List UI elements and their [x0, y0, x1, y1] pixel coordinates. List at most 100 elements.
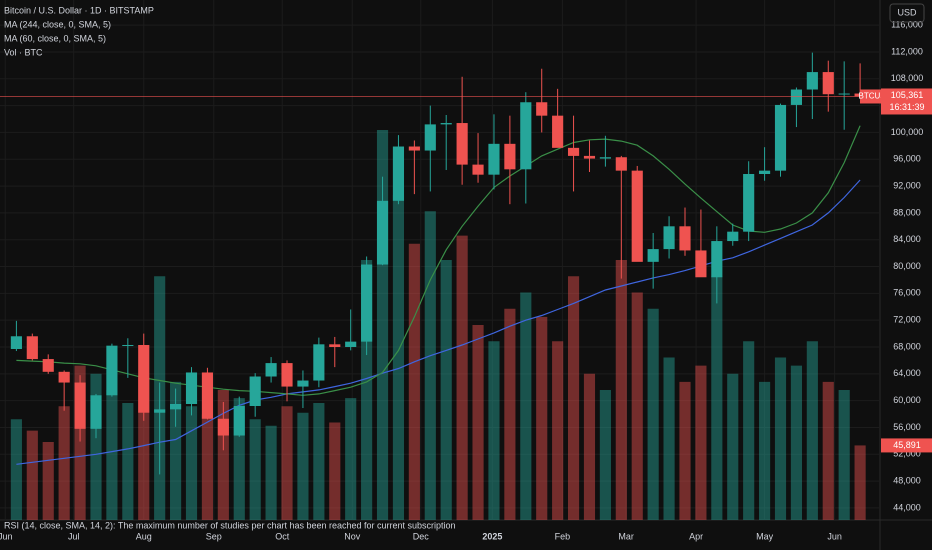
candle-body	[695, 250, 707, 278]
volume-bar	[520, 292, 532, 520]
volume-bar	[201, 414, 213, 520]
y-tick-label: 92,000	[893, 180, 921, 190]
y-tick-label: 116,000	[891, 20, 923, 30]
y-tick-label: 80,000	[893, 261, 921, 271]
volume-bar	[265, 425, 277, 520]
candle-body	[26, 336, 38, 360]
volume-tag-text: 45,891	[893, 440, 921, 450]
candle-body	[838, 93, 850, 95]
volume-bar	[663, 357, 675, 520]
x-tick-label: Oct	[275, 531, 290, 541]
y-tick-label: 48,000	[893, 475, 921, 485]
candle-body	[774, 104, 787, 171]
candle-body	[472, 164, 484, 175]
candle-body	[424, 124, 436, 151]
y-tick-label: 88,000	[893, 207, 921, 217]
volume-bar	[392, 195, 405, 520]
volume-bar	[472, 325, 484, 520]
volume-bar	[138, 377, 150, 520]
candle-body	[233, 406, 245, 436]
candles	[10, 52, 866, 475]
candle-body	[631, 170, 643, 262]
y-tick-label: 100,000	[891, 127, 924, 137]
volume-bar	[10, 419, 22, 520]
x-tick-label: Jul	[68, 531, 80, 541]
volume-bar	[822, 381, 834, 520]
y-tick-label: 108,000	[891, 73, 924, 83]
volume-bar	[838, 390, 850, 520]
candle-body	[106, 345, 118, 396]
volume-bar	[74, 365, 86, 520]
candle-body	[790, 89, 802, 105]
candle-body	[122, 344, 134, 346]
volume-bar	[567, 276, 580, 520]
volume-bar	[631, 292, 643, 520]
x-tick-label: May	[756, 531, 774, 541]
y-tick-label: 96,000	[893, 154, 921, 164]
candle-body	[265, 363, 277, 377]
y-tick-label: 60,000	[893, 395, 921, 405]
candle-body	[806, 72, 818, 90]
y-tick-label: 72,000	[893, 315, 921, 325]
y-tick-label: 84,000	[893, 234, 921, 244]
volume-bar	[854, 445, 866, 520]
candle-body	[42, 359, 54, 372]
volume-bar	[504, 308, 516, 520]
volume-bar	[313, 403, 325, 520]
volume	[10, 130, 866, 520]
candle-body	[679, 226, 691, 251]
volume-bar	[583, 373, 596, 520]
currency[interactable]: USD	[897, 7, 917, 17]
y-tick-label: 112,000	[891, 46, 923, 56]
volume-bar	[297, 412, 309, 520]
symbol-tag-text: BTCUSD	[859, 92, 892, 101]
candle-body	[392, 146, 405, 201]
y-tick-label: 56,000	[893, 422, 921, 432]
x-tick-label: Nov	[344, 531, 361, 541]
volume-bar	[376, 130, 389, 520]
volume-bar	[647, 308, 659, 520]
volume-tag	[881, 438, 932, 453]
volume-bar	[26, 430, 38, 520]
candle-body	[138, 344, 150, 413]
candle-body	[329, 344, 341, 348]
price-tag-text: 105,361	[891, 90, 924, 100]
x-tick-label: Sep	[206, 531, 222, 541]
volume-bar	[185, 406, 198, 520]
candle-body	[822, 72, 834, 95]
volume-bar	[774, 357, 787, 520]
volume-bar	[743, 341, 755, 520]
volume-bar	[727, 373, 739, 520]
currency-button[interactable]	[889, 3, 925, 23]
candle-body	[58, 371, 70, 383]
volume-bar	[361, 260, 373, 520]
candle-body	[281, 363, 293, 387]
price-tag	[881, 88, 932, 115]
x-tick-label: Aug	[136, 531, 152, 541]
x-tick-label: Apr	[689, 531, 703, 541]
volume-bar	[217, 390, 229, 520]
candle-body	[759, 170, 771, 175]
indicator-label: MA (244, close, 0, SMA, 5)	[4, 19, 111, 29]
volume-bar	[456, 235, 468, 520]
candle-body	[313, 344, 325, 381]
x-tick-label: Dec	[413, 531, 430, 541]
volume-bar	[58, 406, 70, 520]
candle-body	[10, 336, 22, 350]
volume-bar	[679, 381, 691, 520]
candle-body	[456, 123, 468, 165]
volume-bar	[408, 243, 420, 520]
y-tick-label: 64,000	[893, 368, 921, 378]
x-tick-label: Feb	[555, 531, 571, 541]
axes: 44,000 48,000 52,000 56,000 60,000 64,000 68,0…	[0, 20, 923, 542]
volume-bar	[552, 341, 564, 520]
y-tick-label: 44,000	[893, 502, 921, 512]
candle-body	[217, 418, 229, 436]
volume-bar	[345, 398, 357, 520]
candle-body	[154, 409, 166, 413]
volume-bar	[759, 381, 771, 520]
volume-bar	[170, 381, 182, 520]
candle-body	[185, 372, 198, 404]
